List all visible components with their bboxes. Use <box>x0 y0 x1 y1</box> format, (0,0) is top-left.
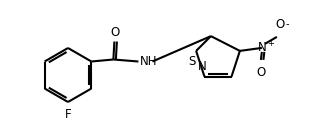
Text: -: - <box>286 19 289 29</box>
Text: O: O <box>275 18 284 31</box>
Text: +: + <box>267 39 274 48</box>
Text: NH: NH <box>139 55 157 68</box>
Text: N: N <box>198 60 207 73</box>
Text: N: N <box>258 41 266 54</box>
Text: S: S <box>188 55 196 68</box>
Text: F: F <box>65 108 71 121</box>
Text: O: O <box>256 66 265 79</box>
Text: O: O <box>111 25 120 38</box>
